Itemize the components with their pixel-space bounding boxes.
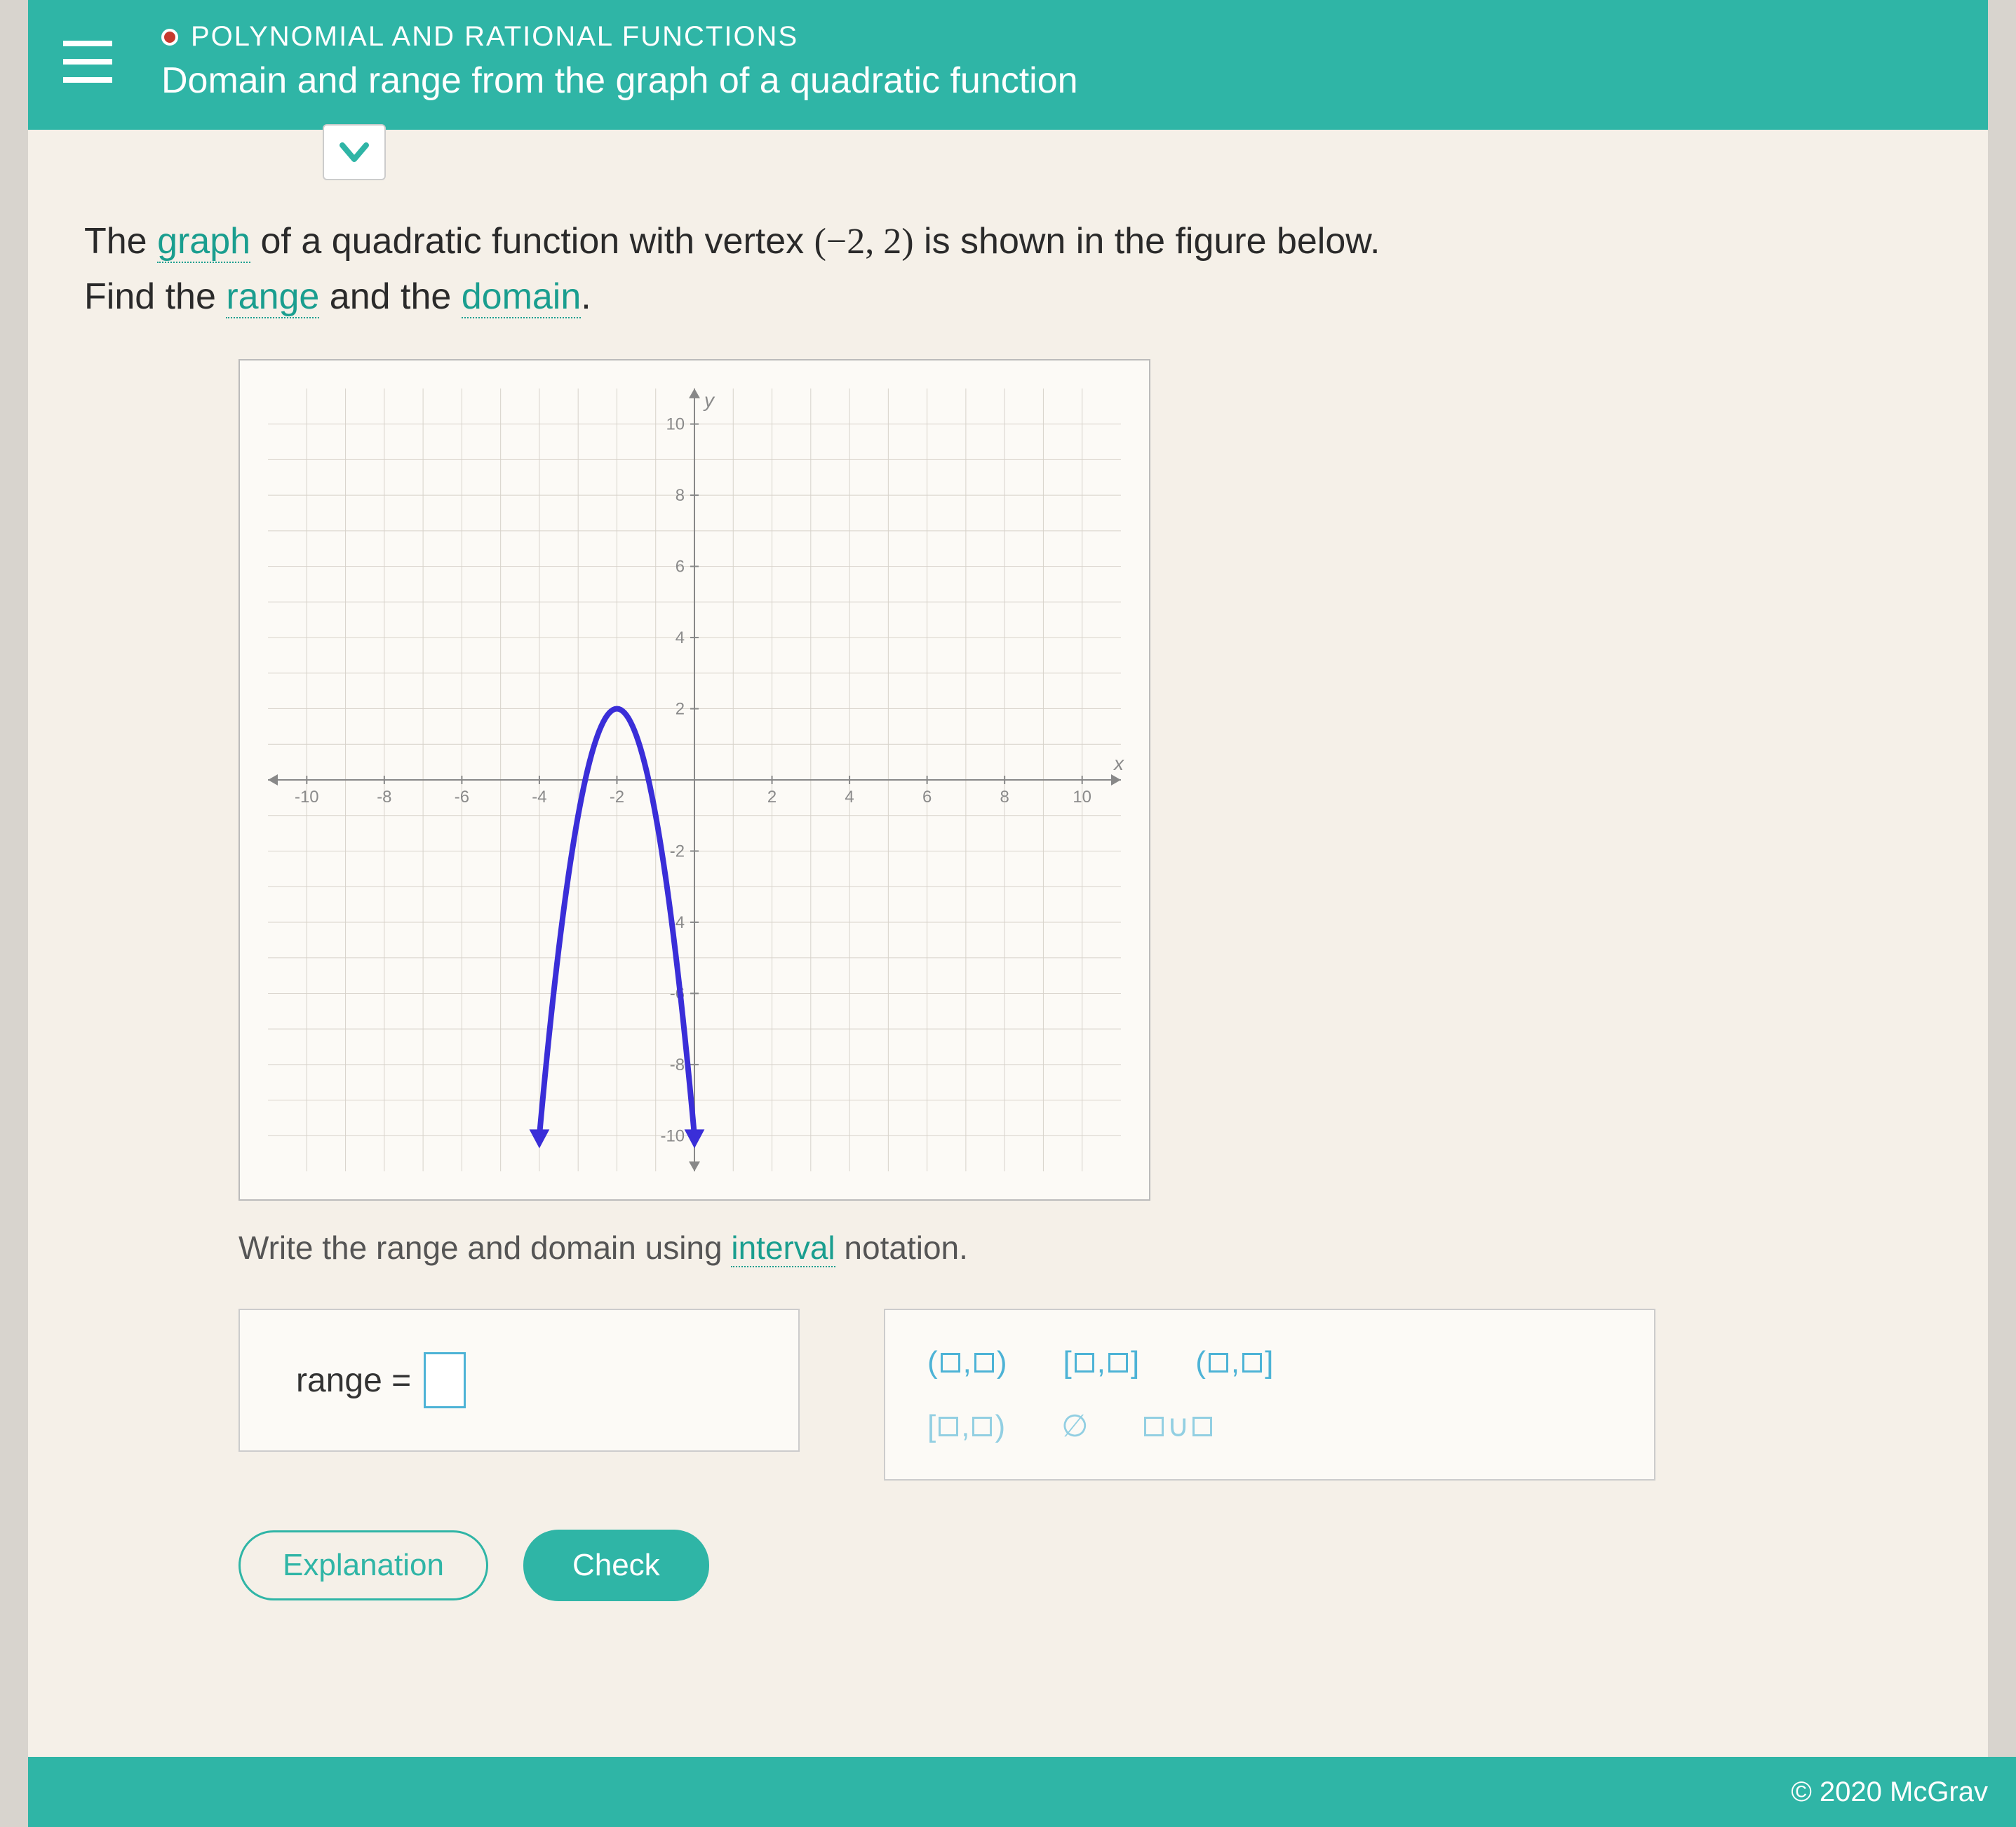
open-closed-interval-button[interactable]: (,]: [1195, 1345, 1273, 1380]
svg-text:-6: -6: [455, 788, 469, 807]
category-row: POLYNOMIAL AND RATIONAL FUNCTIONS: [161, 21, 1078, 53]
bottom-bar: © 2020 McGrav: [28, 1757, 2016, 1827]
svg-text:2: 2: [676, 699, 685, 718]
union-button[interactable]: ∪: [1144, 1408, 1211, 1444]
expand-button[interactable]: [323, 124, 386, 180]
category-label: POLYNOMIAL AND RATIONAL FUNCTIONS: [191, 21, 798, 53]
svg-text:-4: -4: [532, 788, 546, 807]
header: POLYNOMIAL AND RATIONAL FUNCTIONS Domain…: [28, 0, 1988, 130]
content: The graph of a quadratic function with v…: [28, 130, 1988, 1785]
chevron-down-icon: [337, 138, 372, 166]
instr-post: notation.: [835, 1229, 968, 1266]
q-end: .: [581, 276, 591, 317]
svg-text:6: 6: [676, 558, 685, 577]
svg-text:-10: -10: [660, 1126, 685, 1145]
page-title: Domain and range from the graph of a qua…: [161, 60, 1078, 102]
footer-buttons: Explanation Check: [238, 1530, 1932, 1601]
svg-text:8: 8: [676, 486, 685, 505]
svg-text:8: 8: [1000, 788, 1009, 807]
svg-text:4: 4: [845, 788, 854, 807]
check-button[interactable]: Check: [523, 1530, 709, 1601]
answer-box: range =: [238, 1309, 800, 1452]
vertex-value: (−2, 2): [814, 222, 914, 262]
svg-text:10: 10: [666, 415, 685, 434]
notation-row-2: [,) ∅ ∪: [927, 1408, 1612, 1444]
menu-icon[interactable]: [63, 41, 112, 83]
range-link[interactable]: range: [226, 276, 319, 318]
svg-text:y: y: [703, 389, 715, 411]
svg-text:4: 4: [676, 628, 685, 647]
domain-link[interactable]: domain: [462, 276, 582, 318]
svg-text:-8: -8: [377, 788, 391, 807]
chart-svg: -10-8-6-4-2246810-10-8-6-4-2246810xy: [240, 360, 1149, 1199]
empty-set-button[interactable]: ∅: [1061, 1408, 1088, 1444]
header-text: POLYNOMIAL AND RATIONAL FUNCTIONS Domain…: [161, 21, 1078, 102]
svg-text:-2: -2: [670, 842, 685, 861]
interval-link[interactable]: interval: [731, 1229, 835, 1267]
svg-text:2: 2: [767, 788, 777, 807]
open-open-interval-button[interactable]: (,): [927, 1345, 1007, 1380]
notation-row-1: (,) [,] (,]: [927, 1345, 1612, 1380]
answer-row: range = (,) [,] (,] [,) ∅ ∪: [238, 1309, 1932, 1481]
closed-open-interval-button[interactable]: [,): [927, 1408, 1005, 1444]
explanation-button[interactable]: Explanation: [238, 1530, 488, 1600]
copyright: © 2020 McGrav: [1791, 1777, 1988, 1808]
q-mid1: of a quadratic function with vertex: [250, 221, 814, 262]
instruction: Write the range and domain using interva…: [238, 1229, 1932, 1267]
answer-label: range =: [296, 1361, 411, 1400]
range-input[interactable]: [424, 1352, 466, 1408]
question-text: The graph of a quadratic function with v…: [84, 214, 1932, 324]
svg-text:10: 10: [1073, 788, 1091, 807]
svg-text:6: 6: [922, 788, 932, 807]
category-dot-icon: [161, 29, 178, 46]
closed-closed-interval-button[interactable]: [,]: [1063, 1345, 1140, 1380]
svg-text:-2: -2: [610, 788, 624, 807]
q-mid3: and the: [319, 276, 461, 317]
notation-panel: (,) [,] (,] [,) ∅ ∪: [884, 1309, 1655, 1481]
graph: -10-8-6-4-2246810-10-8-6-4-2246810xy: [238, 359, 1150, 1201]
q-pre: The: [84, 221, 157, 262]
app-window: POLYNOMIAL AND RATIONAL FUNCTIONS Domain…: [28, 0, 1988, 1785]
instr-pre: Write the range and domain using: [238, 1229, 731, 1266]
svg-text:-10: -10: [295, 788, 319, 807]
svg-text:-8: -8: [670, 1056, 685, 1074]
graph-link[interactable]: graph: [157, 221, 250, 263]
svg-text:x: x: [1113, 753, 1124, 774]
